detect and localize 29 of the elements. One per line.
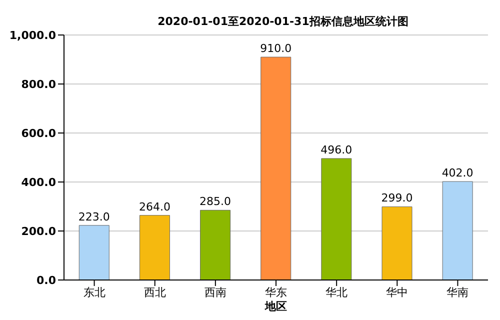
x-tick-label: 华中 xyxy=(386,286,408,299)
x-tick-label: 华北 xyxy=(326,286,348,299)
data-label: 223.0 xyxy=(78,210,110,224)
x-tick-label: 西南 xyxy=(204,286,226,299)
x-axis-title: 地区 xyxy=(264,300,287,313)
bar xyxy=(260,56,292,280)
bar xyxy=(78,225,110,280)
data-label: 910.0 xyxy=(260,42,292,56)
data-label: 285.0 xyxy=(200,195,232,208)
x-tick-label: 西北 xyxy=(144,286,166,299)
x-tick-label: 东北 xyxy=(83,286,106,299)
chart-title: 2020-01-01至2020-01-31招标信息地区统计图 xyxy=(156,14,410,29)
y-tick-label: 600.0 xyxy=(21,126,56,140)
bar xyxy=(321,158,352,280)
bar xyxy=(139,215,170,280)
data-label: 264.0 xyxy=(138,200,170,214)
bar xyxy=(200,210,231,280)
data-label: 402.0 xyxy=(442,166,474,180)
y-tick-label: 800.0 xyxy=(21,78,56,91)
y-tick-label: 200.0 xyxy=(21,224,56,238)
y-tick-label: 1,000.0 xyxy=(9,28,56,42)
x-tick-label: 华南 xyxy=(446,286,469,299)
x-tick-label: 华东 xyxy=(265,286,287,299)
y-tick-label: 0.0 xyxy=(36,274,56,287)
data-label: 496.0 xyxy=(320,143,352,156)
data-label: 299.0 xyxy=(381,192,413,205)
bar xyxy=(382,206,412,280)
bar xyxy=(442,181,473,280)
y-tick-label: 400.0 xyxy=(21,176,56,189)
